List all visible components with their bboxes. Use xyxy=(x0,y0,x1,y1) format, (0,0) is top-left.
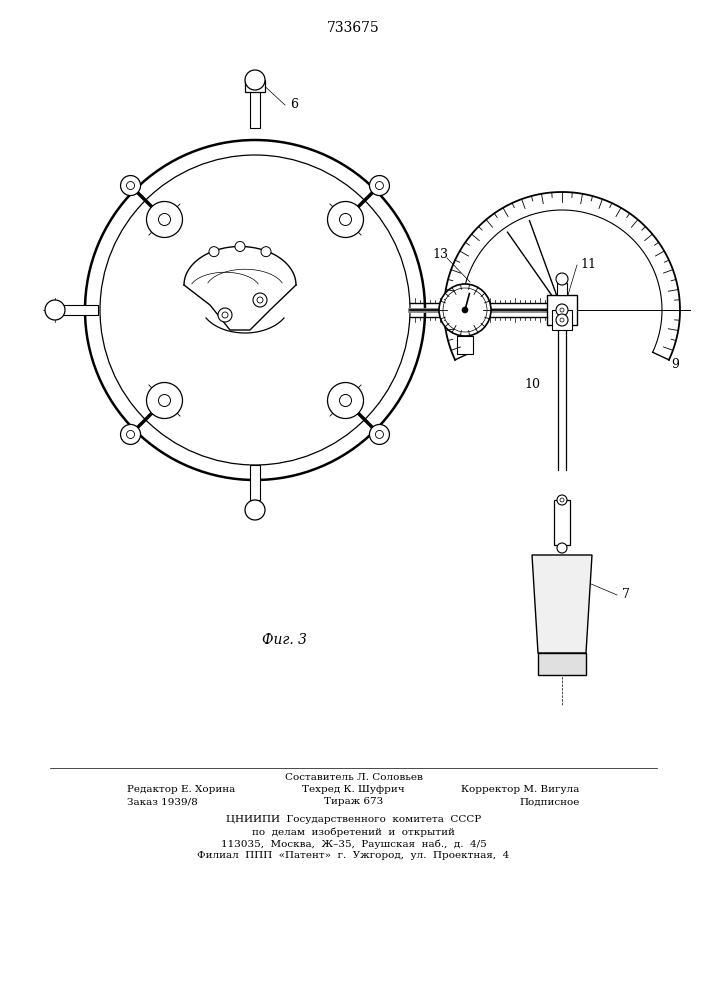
Circle shape xyxy=(245,70,265,90)
Circle shape xyxy=(439,284,491,336)
Circle shape xyxy=(85,140,425,480)
Text: Фиг. 3: Фиг. 3 xyxy=(262,633,308,647)
Circle shape xyxy=(127,182,134,190)
Text: 113035,  Москва,  Ж–35,  Раушская  наб.,  д.  4/5: 113035, Москва, Ж–35, Раушская наб., д. … xyxy=(221,839,486,849)
Text: Тираж 673: Тираж 673 xyxy=(324,798,383,806)
Text: Филиал  ППП  «Патент»  г.  Ужгород,  ул.  Проектная,  4: Филиал ППП «Патент» г. Ужгород, ул. Прое… xyxy=(197,852,510,860)
Circle shape xyxy=(462,307,468,313)
Bar xyxy=(250,465,260,500)
Circle shape xyxy=(121,176,141,196)
Circle shape xyxy=(253,293,267,307)
Text: по  делам  изобретений  и  открытий: по делам изобретений и открытий xyxy=(252,827,455,837)
Text: Составитель Л. Соловьев: Составитель Л. Соловьев xyxy=(284,774,423,782)
Bar xyxy=(552,310,572,330)
Circle shape xyxy=(146,383,182,419)
Circle shape xyxy=(556,304,568,316)
Bar xyxy=(63,305,98,315)
Circle shape xyxy=(560,498,564,502)
Circle shape xyxy=(443,288,487,332)
Text: 6: 6 xyxy=(290,99,298,111)
Circle shape xyxy=(370,176,390,196)
Bar xyxy=(557,283,567,295)
Text: 7: 7 xyxy=(622,588,630,601)
Circle shape xyxy=(327,383,363,419)
Text: 11: 11 xyxy=(580,258,596,271)
Text: 13: 13 xyxy=(432,248,448,261)
Circle shape xyxy=(557,543,567,553)
Text: Редактор Е. Хорина: Редактор Е. Хорина xyxy=(127,786,235,794)
Circle shape xyxy=(556,273,568,285)
Text: 10: 10 xyxy=(524,378,540,391)
Circle shape xyxy=(257,297,263,303)
Circle shape xyxy=(45,300,65,320)
Text: 9: 9 xyxy=(671,359,679,371)
Circle shape xyxy=(146,201,182,237)
Circle shape xyxy=(370,424,390,444)
Circle shape xyxy=(158,213,170,225)
Circle shape xyxy=(556,314,568,326)
Circle shape xyxy=(339,213,351,225)
Circle shape xyxy=(339,395,351,407)
Circle shape xyxy=(327,201,363,237)
Circle shape xyxy=(261,247,271,257)
Circle shape xyxy=(245,500,265,520)
Circle shape xyxy=(235,241,245,251)
Circle shape xyxy=(560,318,564,322)
Bar xyxy=(250,88,260,128)
Circle shape xyxy=(557,495,567,505)
Circle shape xyxy=(158,395,170,407)
Circle shape xyxy=(127,430,134,438)
Circle shape xyxy=(222,312,228,318)
Circle shape xyxy=(209,247,219,257)
Circle shape xyxy=(121,424,141,444)
Circle shape xyxy=(100,155,410,465)
Circle shape xyxy=(375,182,383,190)
Circle shape xyxy=(375,430,383,438)
Bar xyxy=(554,500,570,545)
Circle shape xyxy=(560,308,564,312)
Bar xyxy=(547,295,577,325)
Text: Подписное: Подписное xyxy=(520,798,580,806)
Text: ЦНИИПИ  Государственного  комитета  СССР: ЦНИИПИ Государственного комитета СССР xyxy=(226,816,481,824)
Polygon shape xyxy=(532,555,592,653)
Bar xyxy=(457,336,473,354)
Circle shape xyxy=(218,308,232,322)
Bar xyxy=(245,80,265,92)
Text: Техред К. Шуфрич: Техред К. Шуфрич xyxy=(302,786,405,794)
Text: Корректор М. Вигула: Корректор М. Вигула xyxy=(462,786,580,794)
Polygon shape xyxy=(538,653,586,675)
Text: 733675: 733675 xyxy=(327,21,380,35)
Text: Заказ 1939/8: Заказ 1939/8 xyxy=(127,798,198,806)
